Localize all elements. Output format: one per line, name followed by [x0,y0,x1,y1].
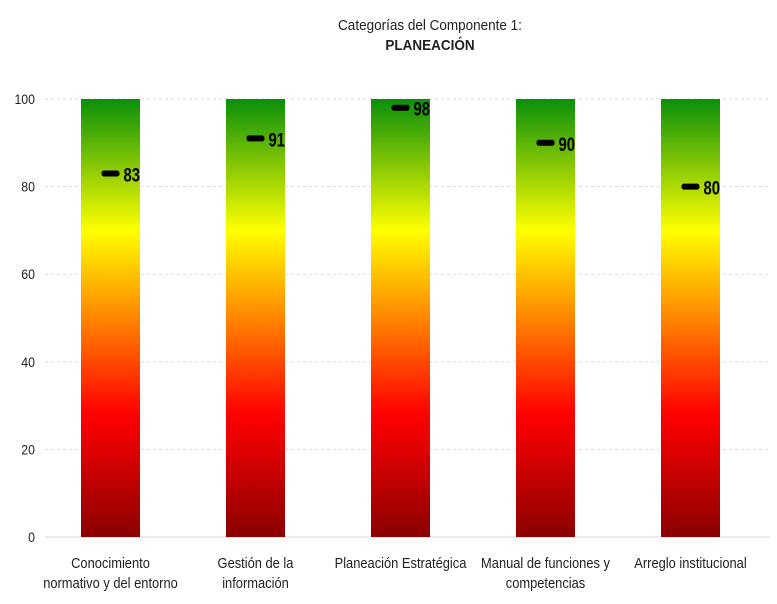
value-marker [681,183,700,190]
x-tick-label: Conocimiento [71,554,150,571]
x-tick-label: Gestión de la [218,554,294,571]
value-marker [391,104,410,111]
chart-title: Categorías del Componente 1: [338,17,522,34]
x-tick-label: información [222,574,289,591]
y-tick-label: 60 [21,266,35,282]
y-tick-label: 100 [14,91,35,107]
data-label: 91 [269,130,285,151]
value-marker [536,139,555,146]
x-tick-label: Arreglo institucional [634,554,746,571]
bar [371,99,430,537]
value-marker [246,135,265,142]
value-marker [101,170,120,177]
bar [516,99,575,537]
chart-subtitle: PLANEACIÓN [385,37,475,54]
y-tick-label: 40 [21,354,35,370]
data-label: 98 [414,99,430,120]
y-tick-label: 0 [28,529,35,545]
chart-title-block: Categorías del Componente 1: PLANEACIÓN [245,16,615,56]
data-label: 80 [704,178,720,199]
x-tick-label: Planeación Estratégica [335,554,467,571]
data-label: 83 [124,165,140,186]
x-tick-label: normativo y del entorno [43,574,178,591]
x-tick-label: Manual de funciones y [481,554,610,571]
y-tick-label: 20 [21,442,35,458]
x-tick-label: competencias [506,574,585,591]
bar [226,99,285,537]
bar [661,99,720,537]
data-label: 90 [559,134,575,155]
y-tick-label: 80 [21,179,35,195]
